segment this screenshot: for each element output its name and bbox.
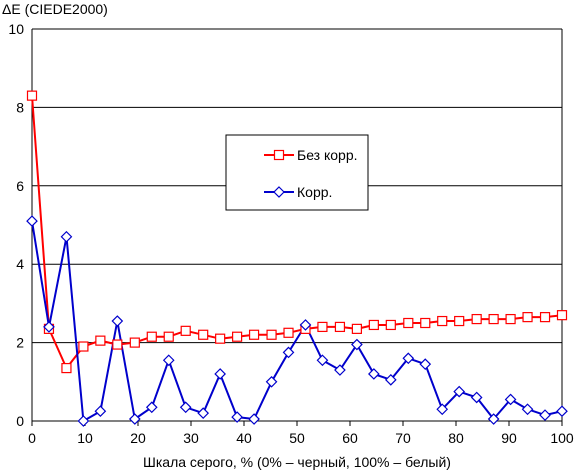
legend-marker-series-2 bbox=[273, 186, 285, 198]
series-1-point bbox=[505, 313, 516, 325]
series-1-point bbox=[266, 329, 277, 340]
x-tick-label: 20 bbox=[130, 430, 146, 446]
series-1-point bbox=[248, 329, 260, 340]
y-tick-label: 8 bbox=[16, 99, 24, 115]
series-2-point bbox=[128, 413, 141, 425]
y-tick-label: 0 bbox=[16, 413, 24, 429]
series-1-point bbox=[539, 312, 551, 323]
series-1-point bbox=[454, 315, 465, 327]
legend: Без корр. Корр. bbox=[225, 134, 369, 211]
series-1-point bbox=[556, 310, 568, 321]
series-2-point bbox=[214, 368, 226, 380]
x-tick-label: 100 bbox=[550, 430, 574, 446]
series-1-point bbox=[215, 333, 226, 344]
y-tick-label: 10 bbox=[8, 21, 24, 37]
series-2-point bbox=[197, 407, 210, 420]
series-2-point bbox=[384, 373, 397, 386]
series-2-point bbox=[111, 315, 124, 327]
x-tick-label: 90 bbox=[501, 430, 517, 446]
x-axis-title: Шкала серого, % (0% – черный, 100% – бел… bbox=[143, 454, 451, 470]
series-1-point bbox=[61, 362, 72, 374]
x-tick-label: 40 bbox=[236, 430, 252, 446]
x-tick-label: 10 bbox=[77, 430, 93, 446]
series-2-point bbox=[26, 215, 38, 227]
y-tick-label: 6 bbox=[16, 178, 24, 194]
legend-marker-series-1 bbox=[273, 149, 285, 161]
series-1-point bbox=[385, 319, 396, 331]
grid bbox=[32, 28, 562, 422]
series-1-point bbox=[112, 339, 123, 350]
series-1-point bbox=[420, 317, 431, 329]
series-1-point bbox=[180, 325, 191, 336]
series-1-point bbox=[163, 331, 174, 342]
x-tick-label: 50 bbox=[289, 430, 305, 446]
series-2-point bbox=[265, 375, 278, 388]
series-1-point bbox=[317, 321, 328, 333]
legend-label-series-1: Без корр. bbox=[297, 147, 358, 163]
series-1-point bbox=[403, 317, 414, 329]
x-tick-label: 80 bbox=[448, 430, 464, 446]
series-2-point bbox=[368, 368, 380, 380]
series-1-point bbox=[437, 315, 448, 327]
series-2-point bbox=[487, 413, 500, 425]
axes bbox=[31, 29, 563, 426]
y-tick-labels: 0 2 4 6 8 10 bbox=[8, 21, 24, 429]
series-2-point bbox=[162, 354, 175, 367]
series-1-point bbox=[78, 341, 89, 352]
series-2-point bbox=[282, 346, 295, 359]
legend-box bbox=[225, 134, 369, 211]
x-tick-label: 30 bbox=[183, 430, 199, 446]
series-2-point bbox=[504, 393, 517, 406]
series-1-point bbox=[198, 329, 209, 340]
series-2-point bbox=[521, 403, 534, 416]
series-1-point bbox=[334, 321, 346, 333]
series-2-point bbox=[231, 411, 243, 423]
series-2-point bbox=[316, 354, 329, 367]
series-2-point bbox=[402, 352, 415, 365]
series-2-point bbox=[470, 391, 483, 404]
series-2-point bbox=[60, 230, 73, 243]
x-tick-label: 60 bbox=[342, 430, 358, 446]
series-1-point bbox=[129, 337, 140, 348]
x-tick-label: 0 bbox=[28, 430, 36, 446]
y-tick-label: 4 bbox=[16, 256, 24, 272]
legend-label-series-2: Корр. bbox=[297, 184, 332, 200]
series-2-point bbox=[94, 405, 107, 418]
series-2-point bbox=[453, 385, 466, 398]
series-1-point bbox=[95, 335, 106, 346]
series-2-point bbox=[299, 319, 312, 331]
series-2-point bbox=[436, 403, 449, 416]
series-2-point bbox=[179, 401, 192, 414]
y-axis-title: ΔE (CIEDE2000) bbox=[2, 1, 108, 17]
x-tick-labels: 0 10 20 30 40 50 60 70 80 90 100 bbox=[28, 430, 574, 446]
series-2-point bbox=[419, 358, 432, 371]
y-tick-label: 2 bbox=[16, 335, 24, 351]
series-1-point bbox=[146, 331, 157, 342]
series-2-point bbox=[334, 364, 346, 376]
x-tick-label: 70 bbox=[395, 430, 411, 446]
series-2-point bbox=[43, 321, 55, 333]
series-1-point bbox=[471, 313, 482, 325]
series-2-point bbox=[351, 338, 363, 351]
series-2-point bbox=[556, 405, 568, 418]
series-2-point bbox=[77, 415, 90, 427]
series-1-point bbox=[368, 319, 379, 331]
series-layer bbox=[26, 90, 568, 427]
series-2-point bbox=[145, 401, 158, 414]
series-1-point bbox=[232, 331, 243, 342]
series-1-point bbox=[488, 313, 499, 325]
series-1-point bbox=[351, 323, 362, 334]
series-1-point bbox=[283, 327, 294, 338]
series-1-point bbox=[26, 90, 38, 101]
series-1-point bbox=[522, 312, 533, 323]
series-2-point bbox=[248, 413, 260, 425]
series-2-point bbox=[539, 409, 551, 421]
